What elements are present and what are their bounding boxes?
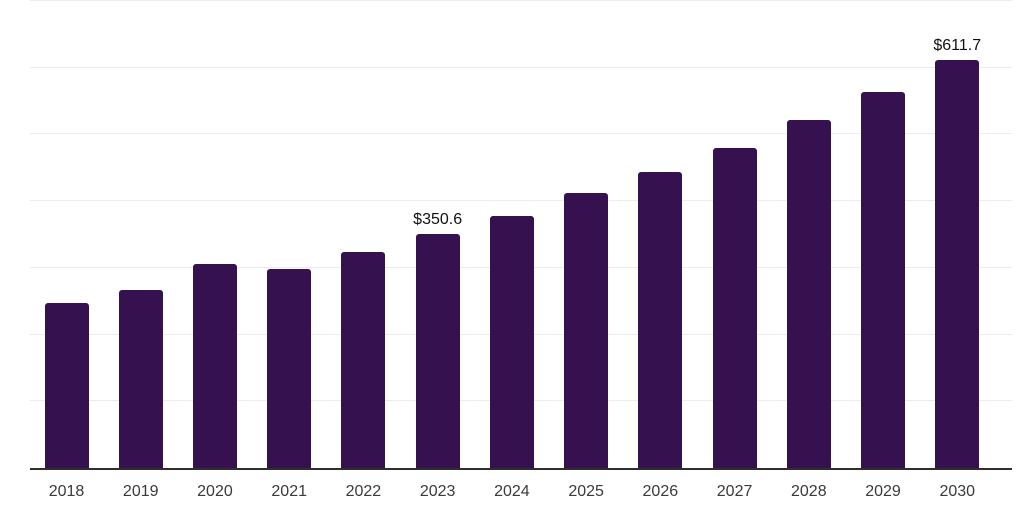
bar-2030 bbox=[935, 59, 980, 468]
x-tick-2019: 2019 bbox=[122, 483, 159, 500]
gridline-700 bbox=[30, 0, 1012, 1]
bar-2028 bbox=[786, 120, 831, 468]
x-tick-2026: 2026 bbox=[642, 483, 679, 500]
x-tick-2018: 2018 bbox=[48, 483, 85, 500]
x-tick-2027: 2027 bbox=[716, 483, 753, 500]
x-tick-2021: 2021 bbox=[271, 483, 307, 500]
value-label-2030: $611.7 bbox=[933, 36, 982, 54]
x-tick-2024: 2024 bbox=[494, 483, 530, 500]
x-tick-2028: 2028 bbox=[791, 483, 827, 500]
bar-2029 bbox=[861, 91, 906, 468]
bar-2018 bbox=[44, 302, 89, 468]
x-tick-2030: 2030 bbox=[939, 483, 976, 500]
gridline-400 bbox=[30, 200, 1012, 202]
x-axis: 2018 2019 2020 2021 2022 2023 2024 2025 2026 2027… bbox=[30, 483, 1012, 503]
bar-2023 bbox=[415, 234, 460, 468]
bar-2020 bbox=[192, 263, 237, 468]
x-tick-2022: 2022 bbox=[345, 483, 382, 500]
bar-2021 bbox=[267, 269, 312, 468]
bar-2019 bbox=[118, 289, 163, 468]
bar-2026 bbox=[638, 171, 683, 468]
x-tick-2023: 2023 bbox=[419, 483, 456, 500]
x-tick-2020: 2020 bbox=[197, 483, 233, 500]
value-label-2023: $350.6 bbox=[413, 211, 463, 229]
bar-2022 bbox=[341, 251, 386, 468]
gridline-600 bbox=[30, 66, 1012, 68]
x-tick-2025: 2025 bbox=[568, 483, 604, 500]
gridline-500 bbox=[30, 133, 1012, 135]
bar-2025 bbox=[564, 193, 609, 468]
bar-2024 bbox=[489, 215, 534, 468]
bar-2027 bbox=[712, 147, 757, 468]
x-tick-2029: 2029 bbox=[865, 483, 901, 500]
plot-area: $350.6 $611.7 bbox=[30, 0, 1012, 470]
